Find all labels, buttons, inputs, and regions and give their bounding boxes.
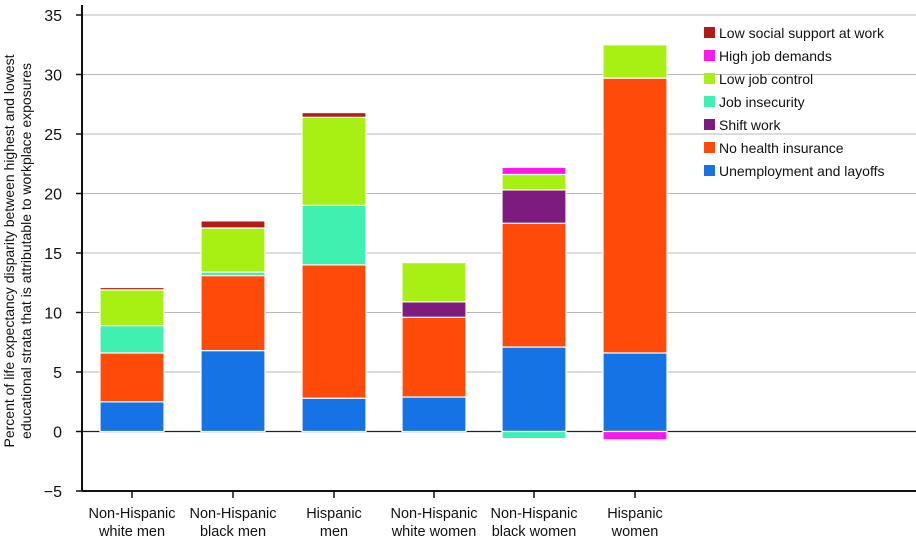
bar-segment <box>200 220 266 229</box>
bar-segment <box>501 346 567 433</box>
legend-label: No health insurance <box>719 140 844 156</box>
bar-segment <box>602 352 668 433</box>
x-category-label: Non-Hispanic black women <box>490 506 577 540</box>
y-tick-label: −5 <box>44 484 62 501</box>
bar-segment <box>501 173 567 191</box>
bar-segment <box>99 286 165 291</box>
bar-segment <box>99 401 165 433</box>
x-category-label: Non-Hispanic white women <box>390 506 477 540</box>
y-tick-label: 5 <box>53 365 62 382</box>
y-tick-label: 10 <box>44 306 62 323</box>
bar-segment <box>602 44 668 79</box>
bar-segment <box>301 111 367 118</box>
x-category-label: Non-Hispanic black men <box>189 506 276 540</box>
bar-segment <box>301 116 367 206</box>
legend-swatch <box>704 142 715 153</box>
x-category-label: Hispanic men <box>306 506 362 540</box>
y-tick-label: 30 <box>44 68 62 85</box>
legend-label: Low job control <box>719 71 813 87</box>
x-category-label: Non-Hispanic white men <box>88 506 175 540</box>
legend-swatch <box>704 73 715 84</box>
y-tick-labels: −5 0 5 10 15 20 25 30 35 <box>44 8 62 501</box>
y-tick-label: 35 <box>44 8 62 25</box>
x-category-labels: Non-Hispanic white men Non-Hispanic black m… <box>88 506 662 540</box>
bar-segment <box>501 222 567 348</box>
bar-segment <box>99 352 165 403</box>
bar-segment <box>501 430 567 440</box>
y-axis-label: Percent of life expectancy disparity bet… <box>1 54 34 447</box>
y-tick-label: 0 <box>53 425 62 442</box>
bar-segment <box>200 275 266 352</box>
y-tick-label: 20 <box>44 187 62 204</box>
legend: Low social support at work High job deman… <box>704 25 885 179</box>
bar-segment <box>401 260 467 264</box>
legend-label: Low social support at work <box>719 25 885 41</box>
bar-segment <box>401 261 467 303</box>
bar-segment <box>602 430 668 441</box>
bar-segment <box>501 166 567 176</box>
axes <box>76 5 916 498</box>
bar-segment <box>301 264 367 399</box>
y-tick-label: 25 <box>44 127 62 144</box>
bar-segment <box>200 349 266 433</box>
legend-swatch <box>704 165 715 176</box>
bar-segment <box>501 189 567 224</box>
legend-label: Job insecurity <box>719 94 805 110</box>
bar-segment <box>602 77 668 354</box>
legend-label: Shift work <box>719 117 781 133</box>
y-tick-label: 15 <box>44 246 62 263</box>
x-category-label: Hispanic women <box>607 506 663 540</box>
bars <box>99 44 668 441</box>
bar-segment <box>200 227 266 273</box>
bar-segment <box>99 324 165 354</box>
bar-segment <box>301 204 367 266</box>
legend-swatch <box>704 119 715 130</box>
legend-swatch <box>704 96 715 107</box>
legend-label: High job demands <box>719 48 832 64</box>
legend-label: Unemployment and layoffs <box>719 163 885 179</box>
legend-swatch <box>704 27 715 38</box>
bar-segment <box>401 301 467 318</box>
bar-segment <box>401 316 467 398</box>
bar-segment <box>301 397 367 433</box>
legend-swatch <box>704 50 715 61</box>
y-axis-title: Percent of life expectancy disparity bet… <box>1 54 34 447</box>
bar-segment <box>401 396 467 433</box>
bar-segment <box>99 289 165 327</box>
